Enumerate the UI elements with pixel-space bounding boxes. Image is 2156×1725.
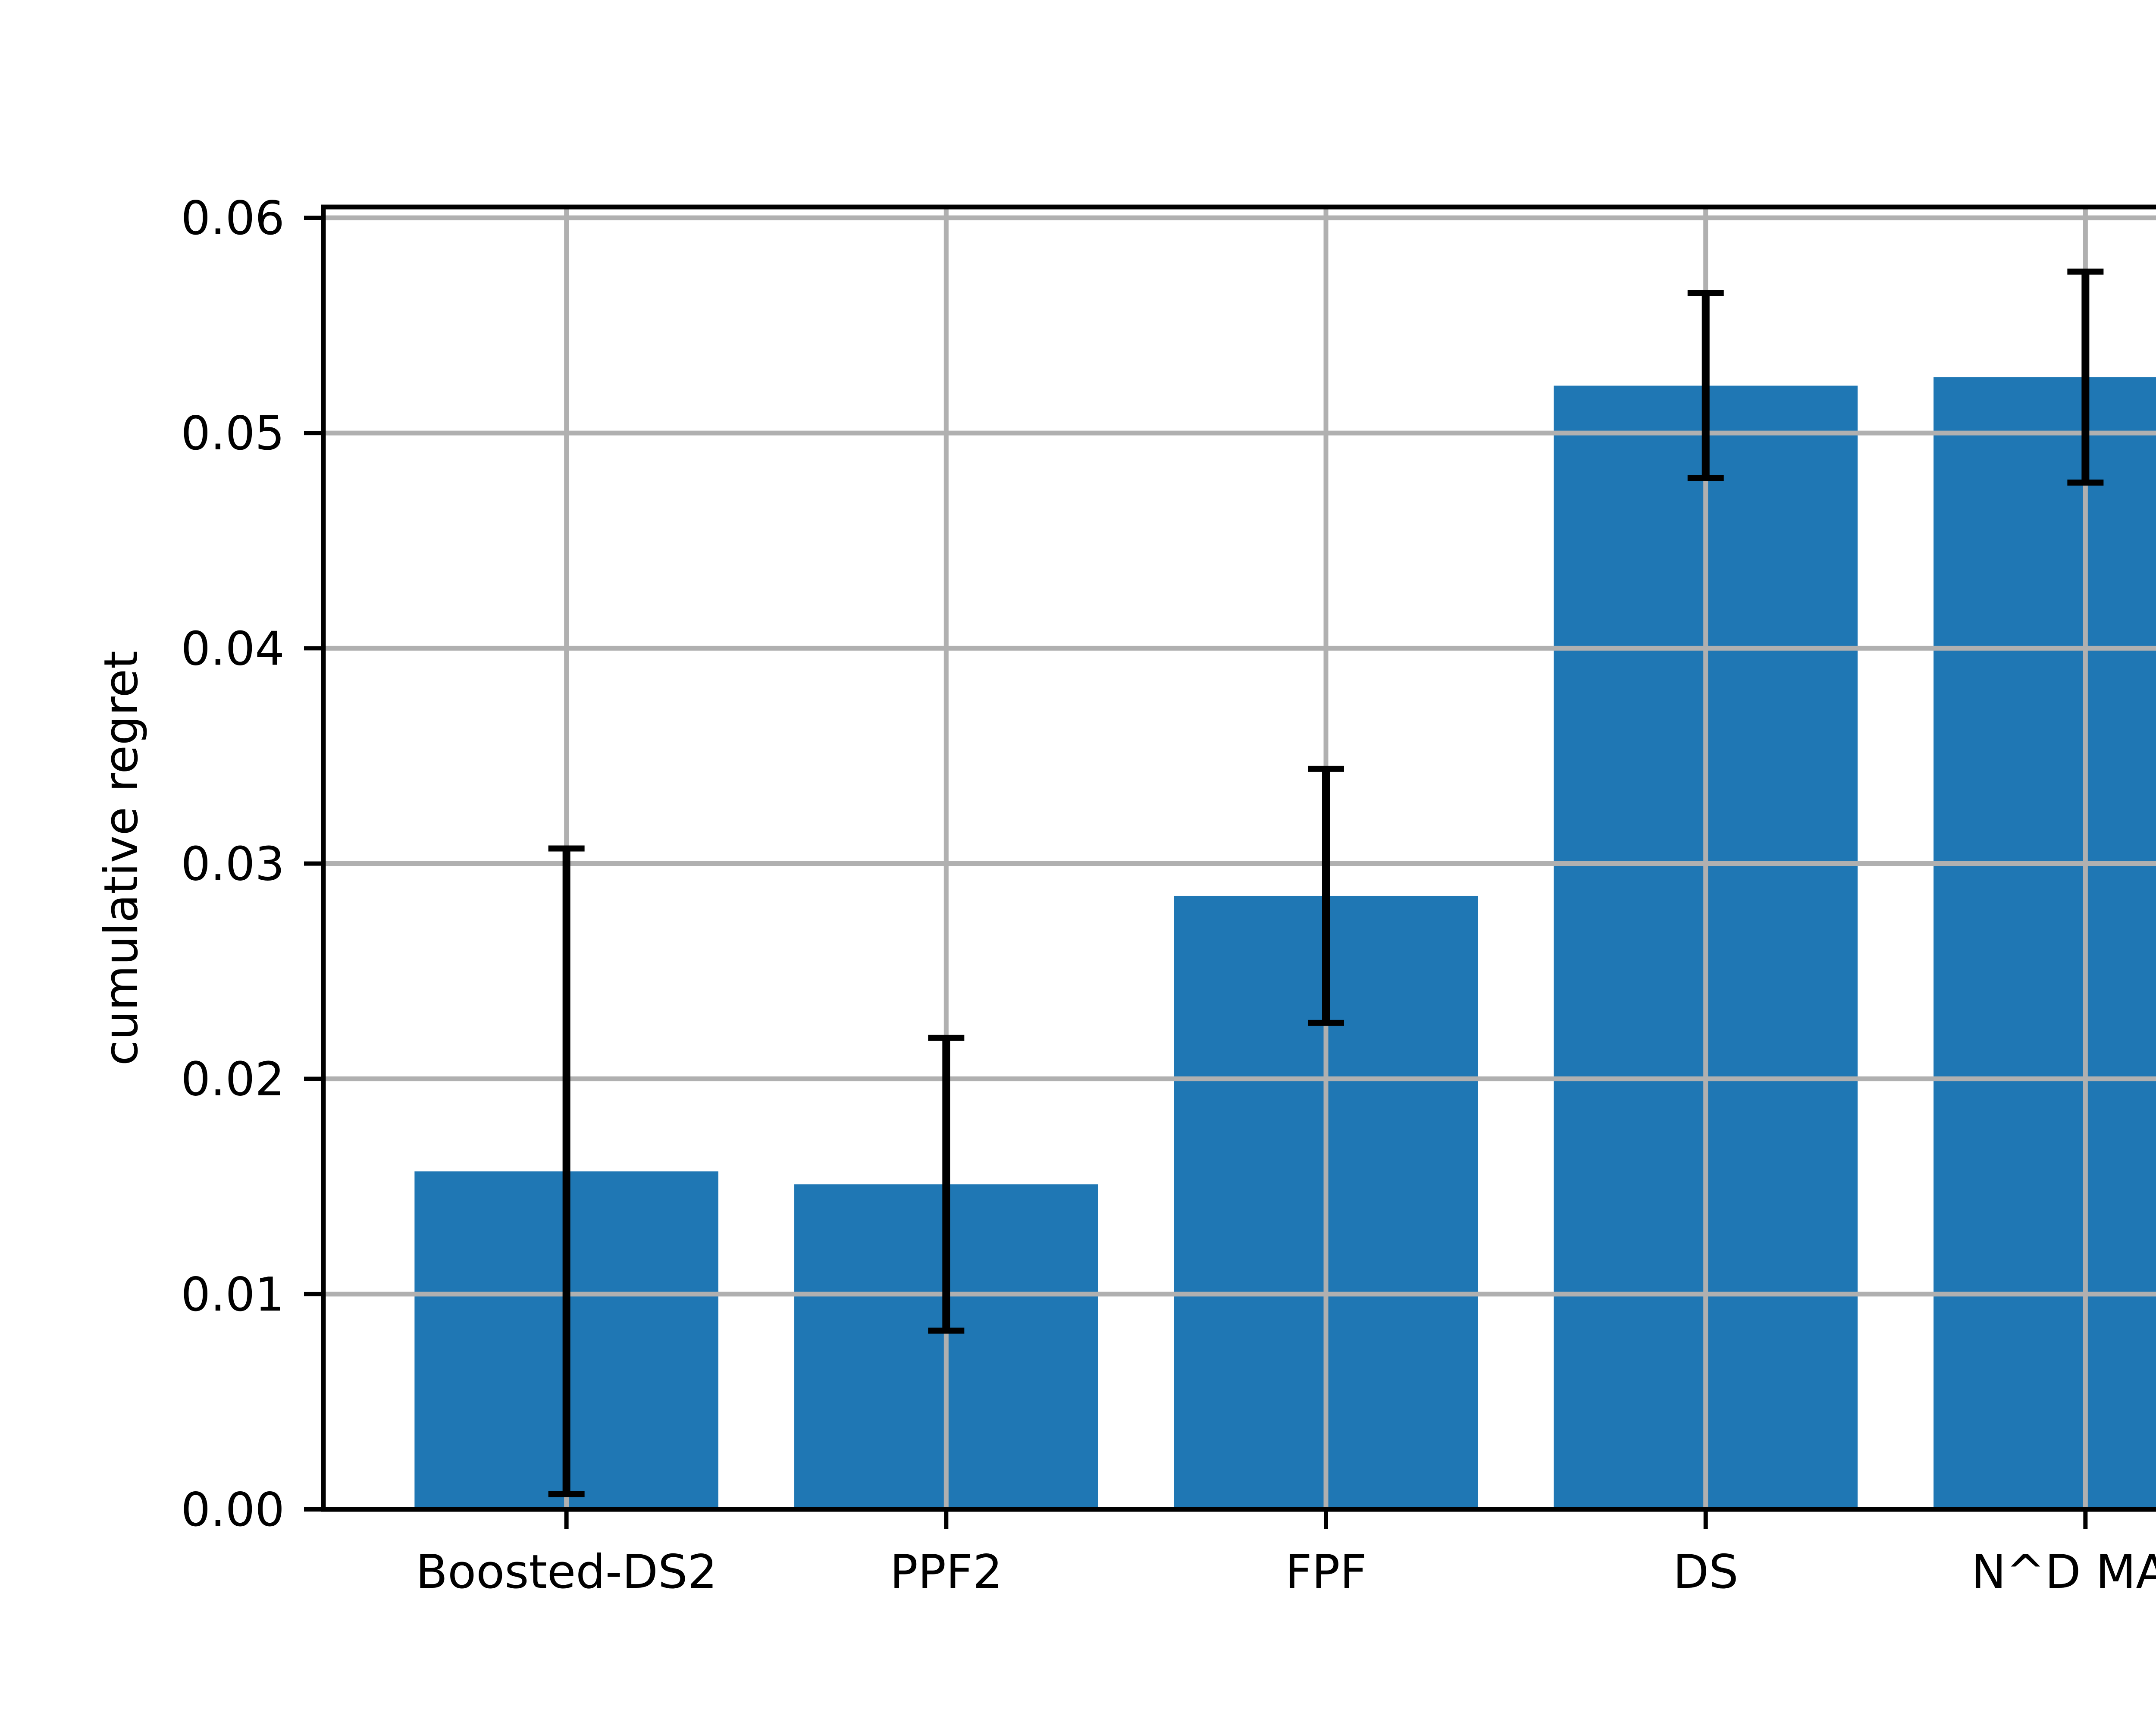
y-tick-label: 0.06	[181, 191, 285, 245]
y-axis-label: cumulative regret	[94, 651, 148, 1066]
x-tick-label: N^D MAB	[1971, 1545, 2156, 1599]
bar-N^D MAB	[1934, 377, 2156, 1509]
ticks-group	[304, 215, 2088, 1529]
y-tick-label: 0.05	[181, 407, 285, 461]
y-tick-label: 0.01	[181, 1268, 285, 1322]
bars-group	[414, 377, 2156, 1510]
y-tick-label: 0.03	[181, 837, 285, 891]
x-tick-label: Boosted-DS2	[416, 1545, 717, 1599]
x-tick-label: PPF2	[890, 1545, 1003, 1599]
y-tick-label: 0.02	[181, 1053, 285, 1107]
tick-labels-group: 0.00 0.01 0.02 0.03 0.04 0.05 0.06 Boosted-DS2 P…	[181, 191, 2156, 1599]
error-bars-group	[548, 268, 2104, 1498]
x-tick-label: FPF	[1285, 1545, 1366, 1599]
x-tick-label: DS	[1673, 1545, 1739, 1599]
y-tick-label: 0.00	[181, 1483, 285, 1537]
y-tick-label: 0.04	[181, 622, 285, 676]
